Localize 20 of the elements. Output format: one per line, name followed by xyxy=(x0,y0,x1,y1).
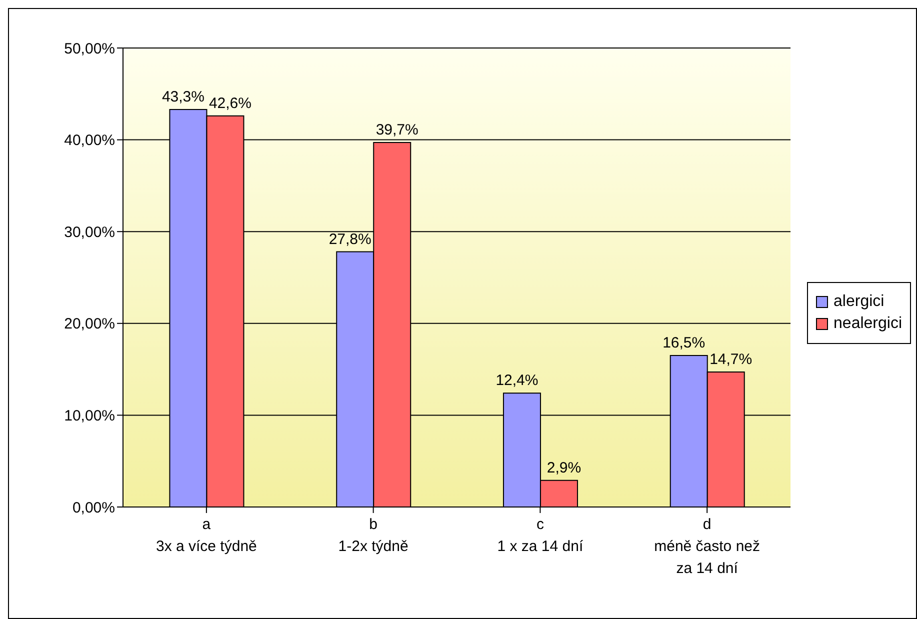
x-tick-label: a 3x a více týdně xyxy=(156,516,257,555)
y-tick-label: 0,00% xyxy=(72,499,115,516)
data-label: 12,4% xyxy=(496,372,538,390)
y-tick-label: 50,00% xyxy=(64,40,115,58)
x-tick-label: b 1-2x týdně xyxy=(338,516,408,555)
legend-label: nealergici xyxy=(834,314,902,332)
data-label: 27,8% xyxy=(328,230,372,248)
data-label: 16,5% xyxy=(662,334,706,352)
legend-label: alergici xyxy=(834,292,884,310)
data-label: 2,9% xyxy=(546,459,582,476)
data-label: 14,7% xyxy=(710,351,752,368)
y-tick-label: 30,00% xyxy=(64,224,115,241)
y-tick-label: 10,00% xyxy=(64,408,115,425)
data-label: 42,6% xyxy=(208,94,252,112)
data-label: 43,3% xyxy=(162,88,204,106)
y-tick-label: 40,00% xyxy=(64,132,115,150)
y-tick-label: 20,00% xyxy=(64,316,115,333)
data-label: 39,7% xyxy=(376,122,418,139)
x-tick-label: c 1 x za 14 dní xyxy=(497,516,584,555)
x-tick-label: d méně často než za 14 dní xyxy=(654,516,760,577)
